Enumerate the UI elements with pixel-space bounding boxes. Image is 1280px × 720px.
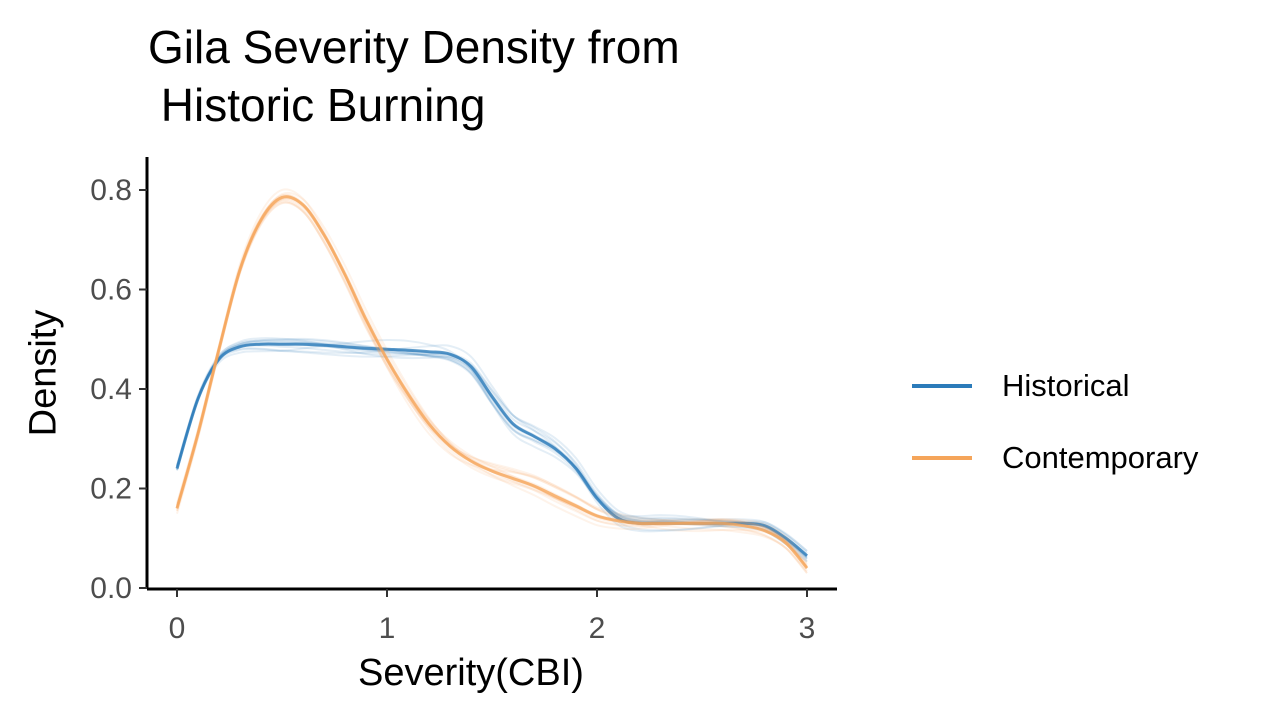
series-replicate-contemporary: [176, 200, 808, 572]
series-replicate-historical: [176, 337, 808, 552]
series-replicate-contemporary: [176, 194, 808, 569]
series-replicate-contemporary: [176, 201, 808, 574]
axes: [145, 157, 837, 591]
y-axis-label: Density: [22, 309, 65, 437]
y-tick-label: 0.4: [90, 373, 132, 406]
series-replicate-contemporary: [176, 197, 808, 567]
legend-item-contemporary: Contemporary: [912, 422, 1198, 494]
y-tick-label: 0.8: [90, 174, 132, 207]
series-replicate-historical: [176, 344, 808, 560]
legend-key-contemporary: [912, 456, 972, 460]
series-replicate-contemporary: [176, 195, 808, 569]
legend: Historical Contemporary: [912, 350, 1198, 494]
series-replicate-historical: [176, 339, 808, 554]
series-replicate-historical: [176, 337, 808, 560]
ticks: 0 1 2 3 0.0 0.2 0.4 0.6 0.8: [90, 174, 815, 645]
chart-title: Gila Severity Density from Historic Burn…: [148, 21, 680, 131]
y-tick-label: 0.2: [90, 473, 132, 506]
y-tick-label: 0.0: [90, 572, 132, 605]
x-axis-label: Severity(CBI): [358, 652, 584, 694]
x-tick-label: 3: [799, 612, 816, 645]
series-replicate-historical: [176, 338, 808, 559]
series-replicate-historical: [176, 339, 808, 562]
x-tick-label: 0: [169, 612, 186, 645]
series-replicate-contemporary: [176, 194, 808, 567]
y-tick-label: 0.6: [90, 274, 132, 307]
legend-item-historical: Historical: [912, 350, 1198, 422]
legend-label-historical: Historical: [1002, 368, 1130, 403]
series-layer: [175, 188, 809, 574]
series-replicate-historical: [176, 344, 808, 552]
x-tick-label: 1: [379, 612, 396, 645]
legend-key-historical: [912, 384, 972, 388]
x-tick-label: 2: [589, 612, 606, 645]
series-replicate-contemporary: [176, 193, 808, 568]
series-replicate-contemporary: [176, 191, 808, 564]
series-replicate-contemporary: [176, 195, 808, 569]
series-replicate-contemporary: [176, 196, 808, 570]
series-replicate-contemporary: [176, 197, 808, 569]
series-line-contemporary: [175, 195, 809, 570]
legend-label-contemporary: Contemporary: [1002, 440, 1199, 475]
series-replicate-contemporary: [176, 188, 808, 565]
series-replicate-contemporary: [176, 198, 808, 568]
